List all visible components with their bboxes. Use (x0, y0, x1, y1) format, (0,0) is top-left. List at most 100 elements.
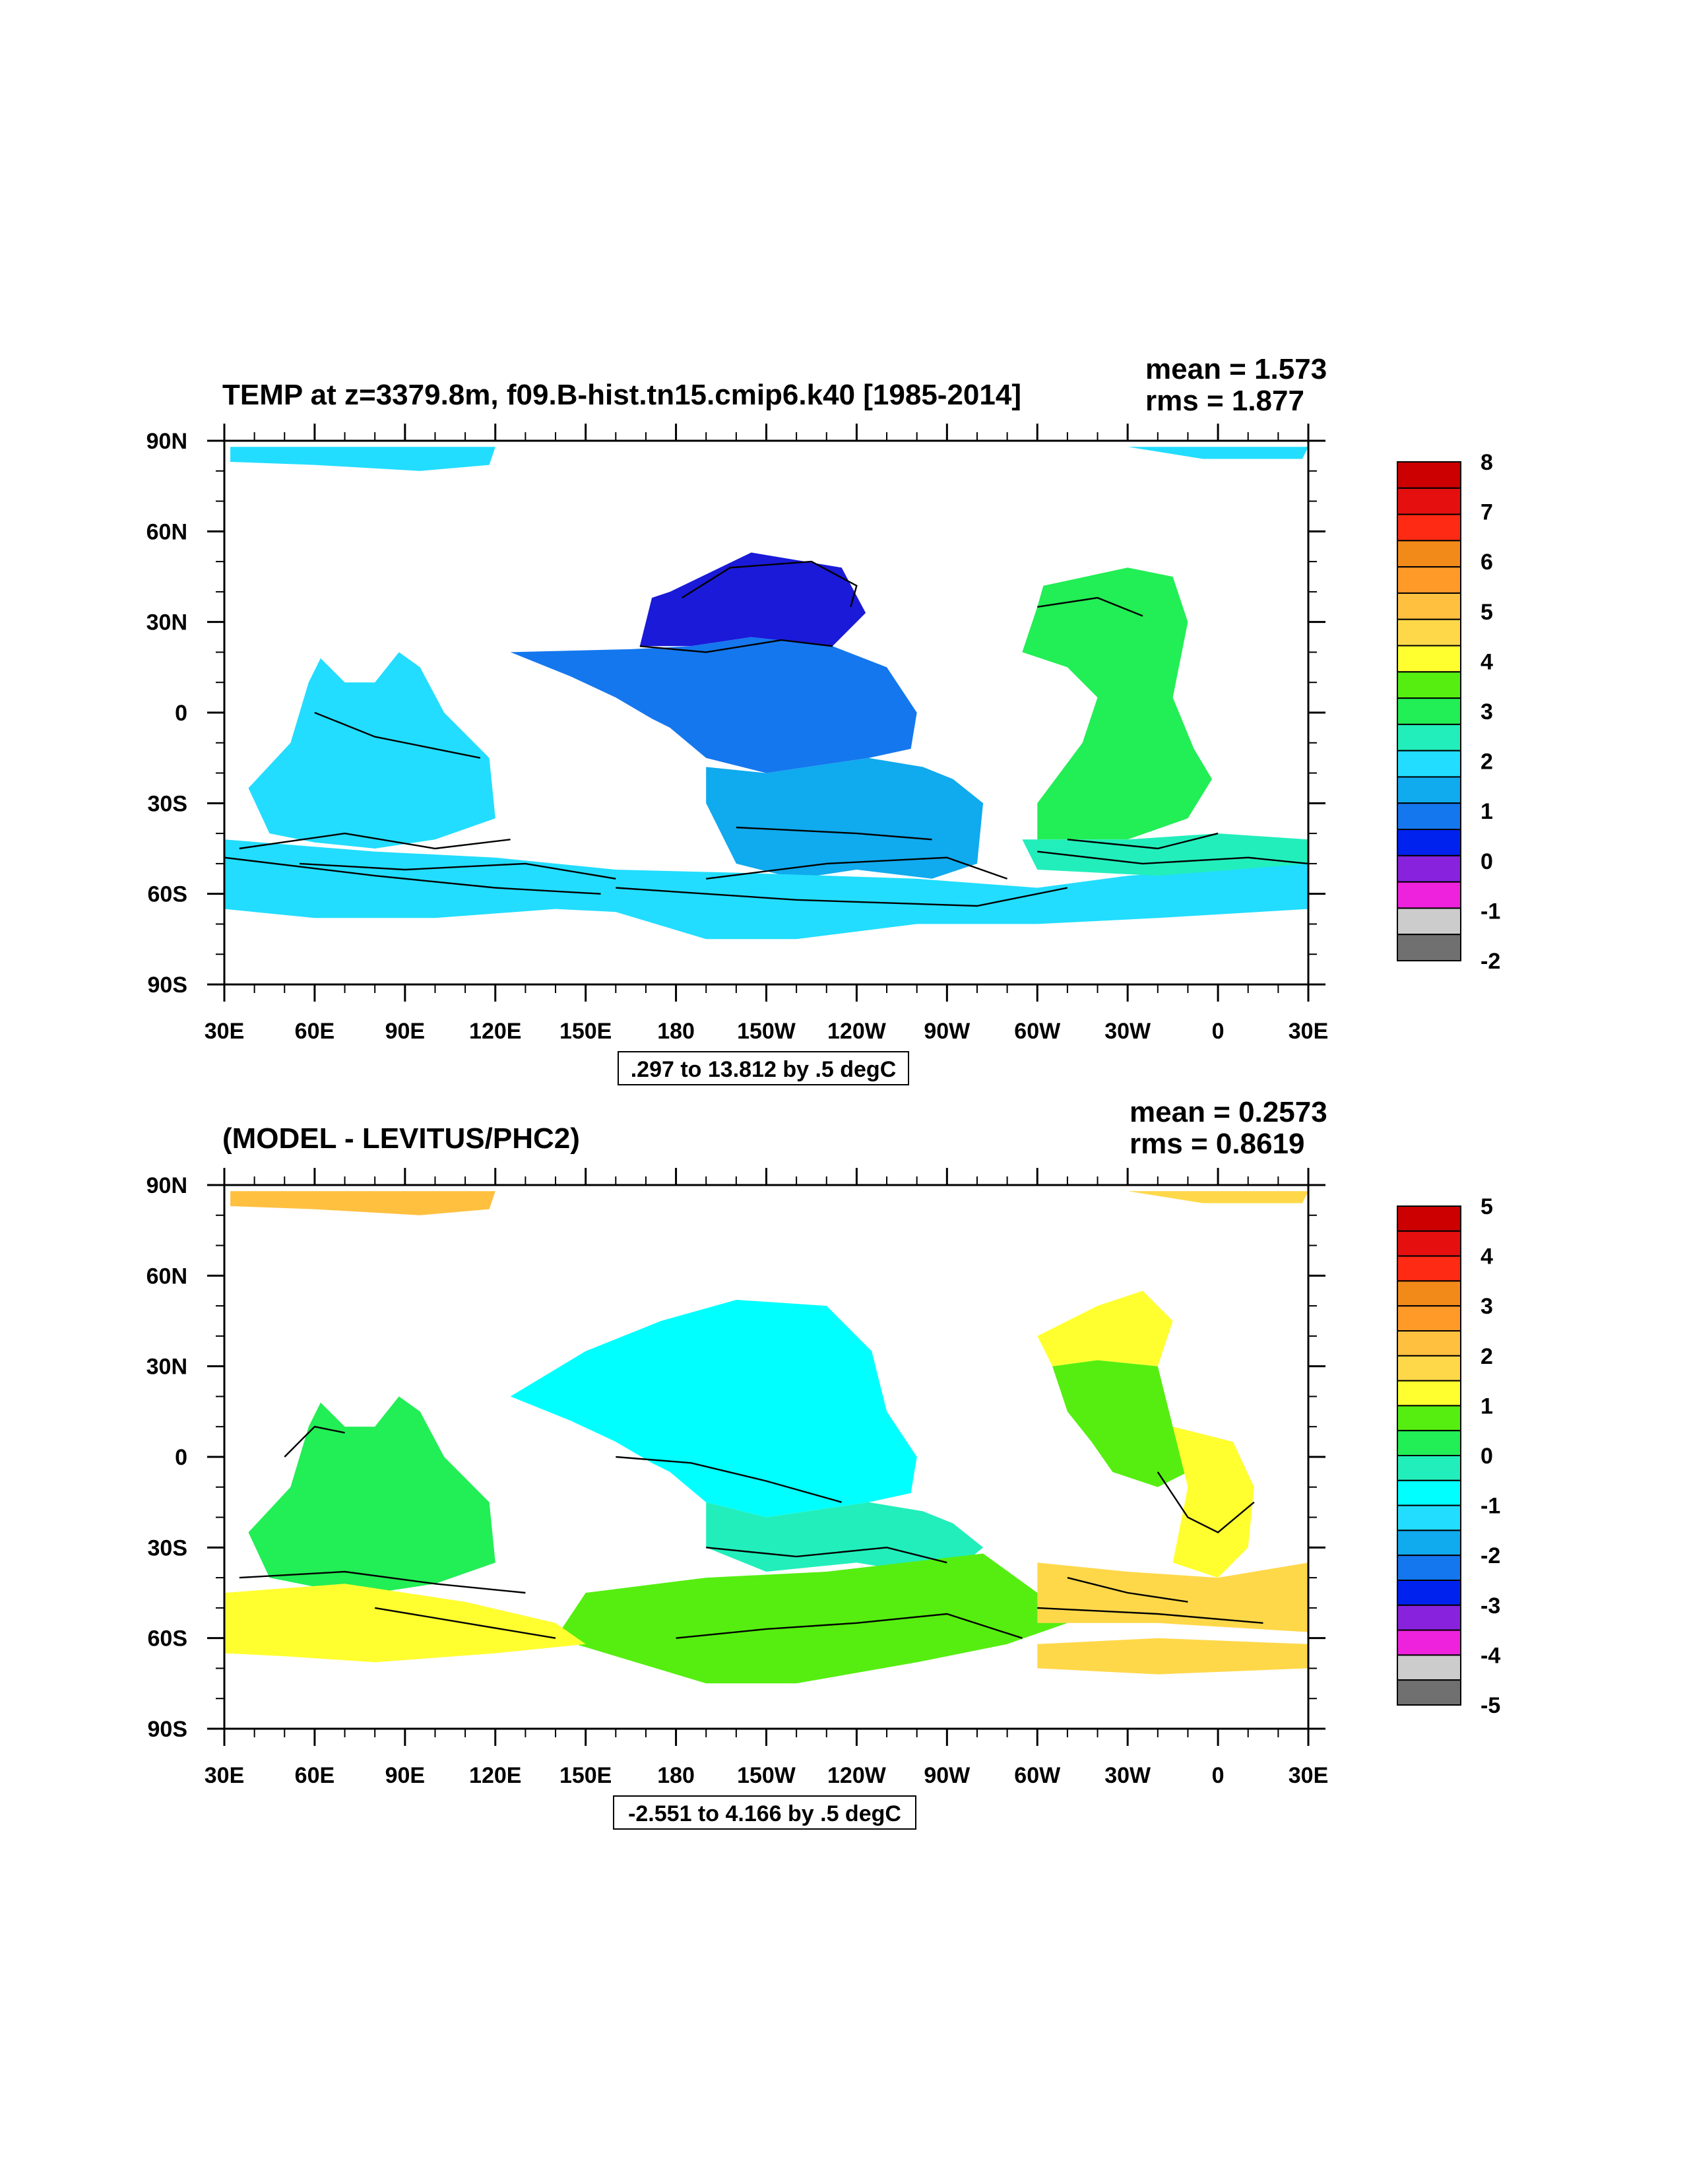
chart-title: (MODEL - LEVITUS/PHC2) (222, 1122, 580, 1155)
colorbar-swatch (1397, 1255, 1461, 1282)
colorbar-swatch (1397, 1529, 1461, 1557)
region-weddell (1037, 1638, 1308, 1675)
contour-line (300, 862, 616, 880)
colorbar-label: 5 (1481, 600, 1493, 625)
colorbar-label: 4 (1481, 649, 1493, 674)
region-arctic-east (1128, 1191, 1308, 1204)
x-tick-label: 0 (1212, 1019, 1225, 1044)
x-tick-label: 150W (737, 1763, 796, 1788)
region-south-pacific (706, 757, 984, 879)
contour-line (639, 639, 833, 653)
colorbar-swatch (1397, 907, 1461, 936)
x-tick-label: 150E (559, 1019, 612, 1044)
y-tick-label: 90N (146, 1173, 187, 1198)
region-arctic-west (230, 447, 495, 471)
colorbar-swatch (1397, 1504, 1461, 1531)
x-tick-label: 60E (295, 1763, 335, 1788)
contour-line (1037, 1607, 1263, 1624)
colorbar-swatch (1397, 854, 1461, 883)
contour-line (1157, 1471, 1255, 1533)
x-tick-label: 180 (657, 1763, 695, 1788)
colorbar-label: 1 (1481, 799, 1493, 824)
y-tick-label: 0 (175, 1445, 187, 1470)
colorbar-swatch (1397, 645, 1461, 673)
colorbar-swatch (1397, 934, 1461, 962)
colorbar-swatch (1397, 1479, 1461, 1506)
contour-info-box (613, 1795, 916, 1830)
colorbar-swatch (1397, 1629, 1461, 1656)
colorbar-swatch (1397, 881, 1461, 909)
contour-line (314, 711, 481, 759)
colorbar-swatch (1397, 592, 1461, 620)
region-arctic-east (1128, 447, 1308, 459)
contour-line (224, 856, 601, 895)
x-tick-label: 60W (1014, 1763, 1061, 1788)
x-tick-label: 90W (924, 1763, 971, 1788)
colorbar: 5 4 3 2 1 0 -1 -2 -3 -4 -5 (1397, 1194, 1500, 1718)
colorbar-label: -2 (1481, 1543, 1500, 1568)
region-north-pacific (639, 552, 866, 647)
colorbar-label: 5 (1481, 1194, 1493, 1219)
contour-line (1037, 851, 1309, 865)
colorbar-swatch (1397, 1330, 1461, 1357)
region-southern-ocean (556, 1553, 1068, 1684)
contour-line (736, 826, 932, 841)
x-tick-label: 30E (1289, 1763, 1329, 1788)
x-tick-label: 120W (827, 1763, 887, 1788)
region-arctic-west (230, 1191, 495, 1215)
y-tick-label: 90N (146, 429, 187, 454)
mean-stat: mean = 1.573 (1145, 353, 1327, 385)
colorbar-swatch (1397, 1305, 1461, 1332)
colorbar-label: 1 (1481, 1394, 1493, 1419)
colorbar-swatch (1397, 1604, 1461, 1631)
colorbar-swatch (1397, 750, 1461, 778)
y-tick-label: 30N (146, 1355, 187, 1380)
map-plot: 30E 60E 90E 120E 150E 180 150W 120W 90W 60W 30W 0 30… (146, 424, 1328, 1044)
region-pacific (510, 1300, 917, 1518)
panel-temperature: TEMP at z=3379.8m, f09.B-hist.tn15.cmip6… (146, 353, 1500, 1085)
contour-line (1037, 596, 1143, 617)
colorbar: 8 7 6 5 4 3 2 1 0 -1 -2 (1397, 450, 1500, 974)
contour-info: .297 to 13.812 by .5 degC (631, 1057, 897, 1082)
region-east-atlantic (1172, 1427, 1254, 1578)
colorbar-label: -3 (1481, 1593, 1500, 1619)
colorbar-label: 4 (1481, 1244, 1493, 1269)
colorbar-swatch (1397, 1405, 1461, 1432)
colorbar-swatch (1397, 1355, 1461, 1382)
colorbar-swatch (1397, 697, 1461, 725)
colorbar-swatch (1397, 1580, 1461, 1606)
y-tick-label: 90S (148, 1717, 188, 1742)
y-tick-label: 0 (175, 701, 187, 726)
colorbar-label: -1 (1481, 899, 1500, 924)
panel-difference: (MODEL - LEVITUS/PHC2) mean = 0.2573 rms… (146, 1096, 1500, 1830)
colorbar-label: -4 (1481, 1643, 1500, 1668)
x-tick-label: 0 (1212, 1763, 1225, 1788)
colorbar-swatch (1397, 566, 1461, 594)
colorbar-swatch (1397, 618, 1461, 647)
contour-line (1067, 832, 1219, 850)
y-tick-label: 60N (146, 519, 187, 544)
colorbar-label: 0 (1481, 849, 1493, 874)
colorbar-label: 2 (1481, 750, 1493, 775)
colorbar-swatch (1397, 540, 1461, 568)
colorbar-label: -5 (1481, 1693, 1500, 1718)
x-tick-label: 60E (295, 1019, 335, 1044)
contour-line (239, 832, 511, 850)
contour-line (239, 1570, 526, 1594)
contour-line (682, 560, 858, 608)
y-tick-label: 60N (146, 1264, 187, 1289)
x-tick-label: 30E (205, 1019, 245, 1044)
colorbar-label: 2 (1481, 1344, 1493, 1369)
colorbar-label: 3 (1481, 699, 1493, 724)
colorbar-swatch (1397, 723, 1461, 752)
region-south-indian (224, 1584, 586, 1663)
colorbar-swatch (1397, 1555, 1461, 1581)
x-tick-label: 90E (385, 1763, 426, 1788)
contour-line (706, 1547, 947, 1564)
region-south-atlantic (1022, 833, 1308, 876)
region-atlantic-north (1037, 1291, 1173, 1366)
colorbar-swatch (1397, 671, 1461, 699)
contour-line (676, 1613, 1023, 1639)
rms-stat: rms = 1.877 (1145, 385, 1304, 417)
contour-line (375, 1607, 556, 1639)
